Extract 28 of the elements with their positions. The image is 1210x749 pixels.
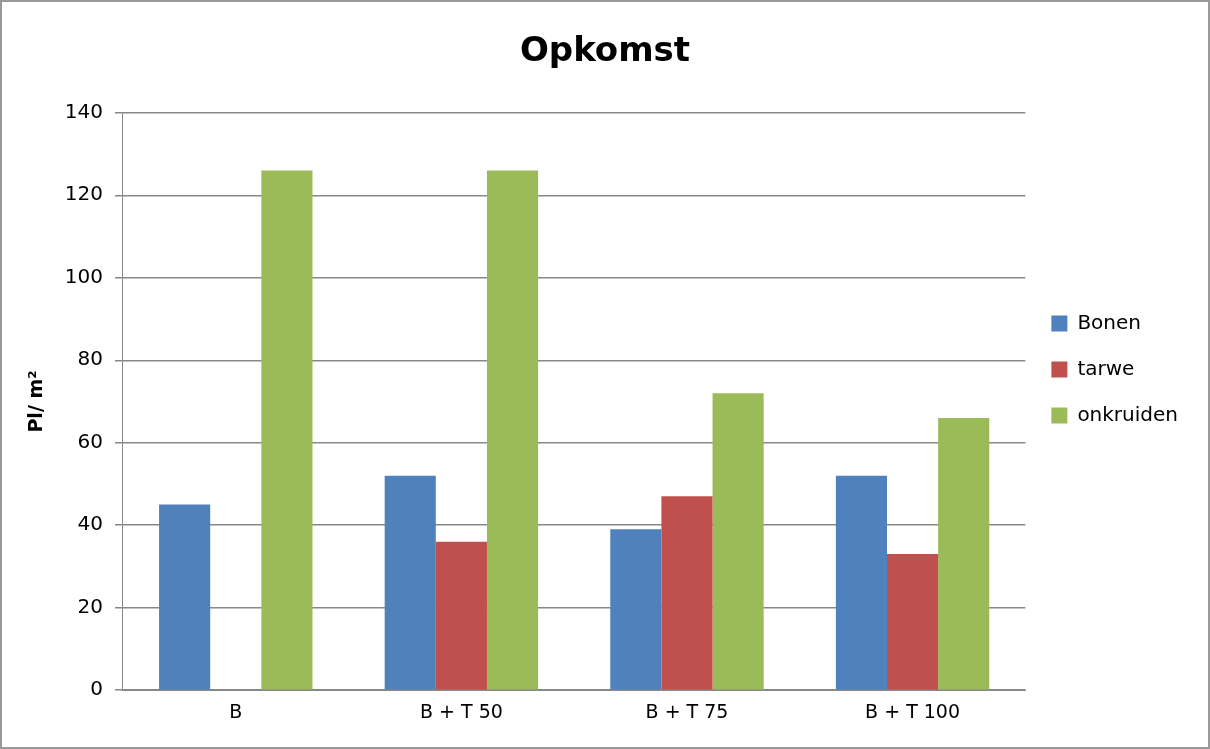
y-tick-label: 40 [77,511,103,536]
bar [712,393,764,690]
y-tick-label: 60 [77,428,103,453]
y-tick-label: 100 [64,263,103,288]
x-tick-label: B + T 75 [645,699,729,722]
x-tick-label: B + T 100 [865,699,961,722]
bar [610,529,662,690]
bar [384,475,436,690]
legend-label: tarwe [1077,355,1135,380]
bar [835,475,888,690]
x-tick-label: B + T 50 [419,699,503,722]
bar [435,541,487,690]
y-tick-label: 20 [77,593,103,618]
bar [486,170,539,690]
legend-label: onkruiden [1077,401,1178,426]
y-tick-label: 0 [90,676,103,701]
bar [261,170,313,690]
y-tick-label: 120 [64,181,103,206]
legend-label: Bonen [1077,309,1141,334]
y-tick-label: 140 [64,99,103,123]
y-axis-title: Pl/ m² [24,370,47,433]
bar [661,496,713,690]
bar [159,504,211,690]
bar [887,554,939,690]
chart-title: Opkomst [519,29,691,70]
y-tick-label: 80 [77,346,103,371]
bar [938,418,990,690]
x-tick-label: B [229,699,243,722]
